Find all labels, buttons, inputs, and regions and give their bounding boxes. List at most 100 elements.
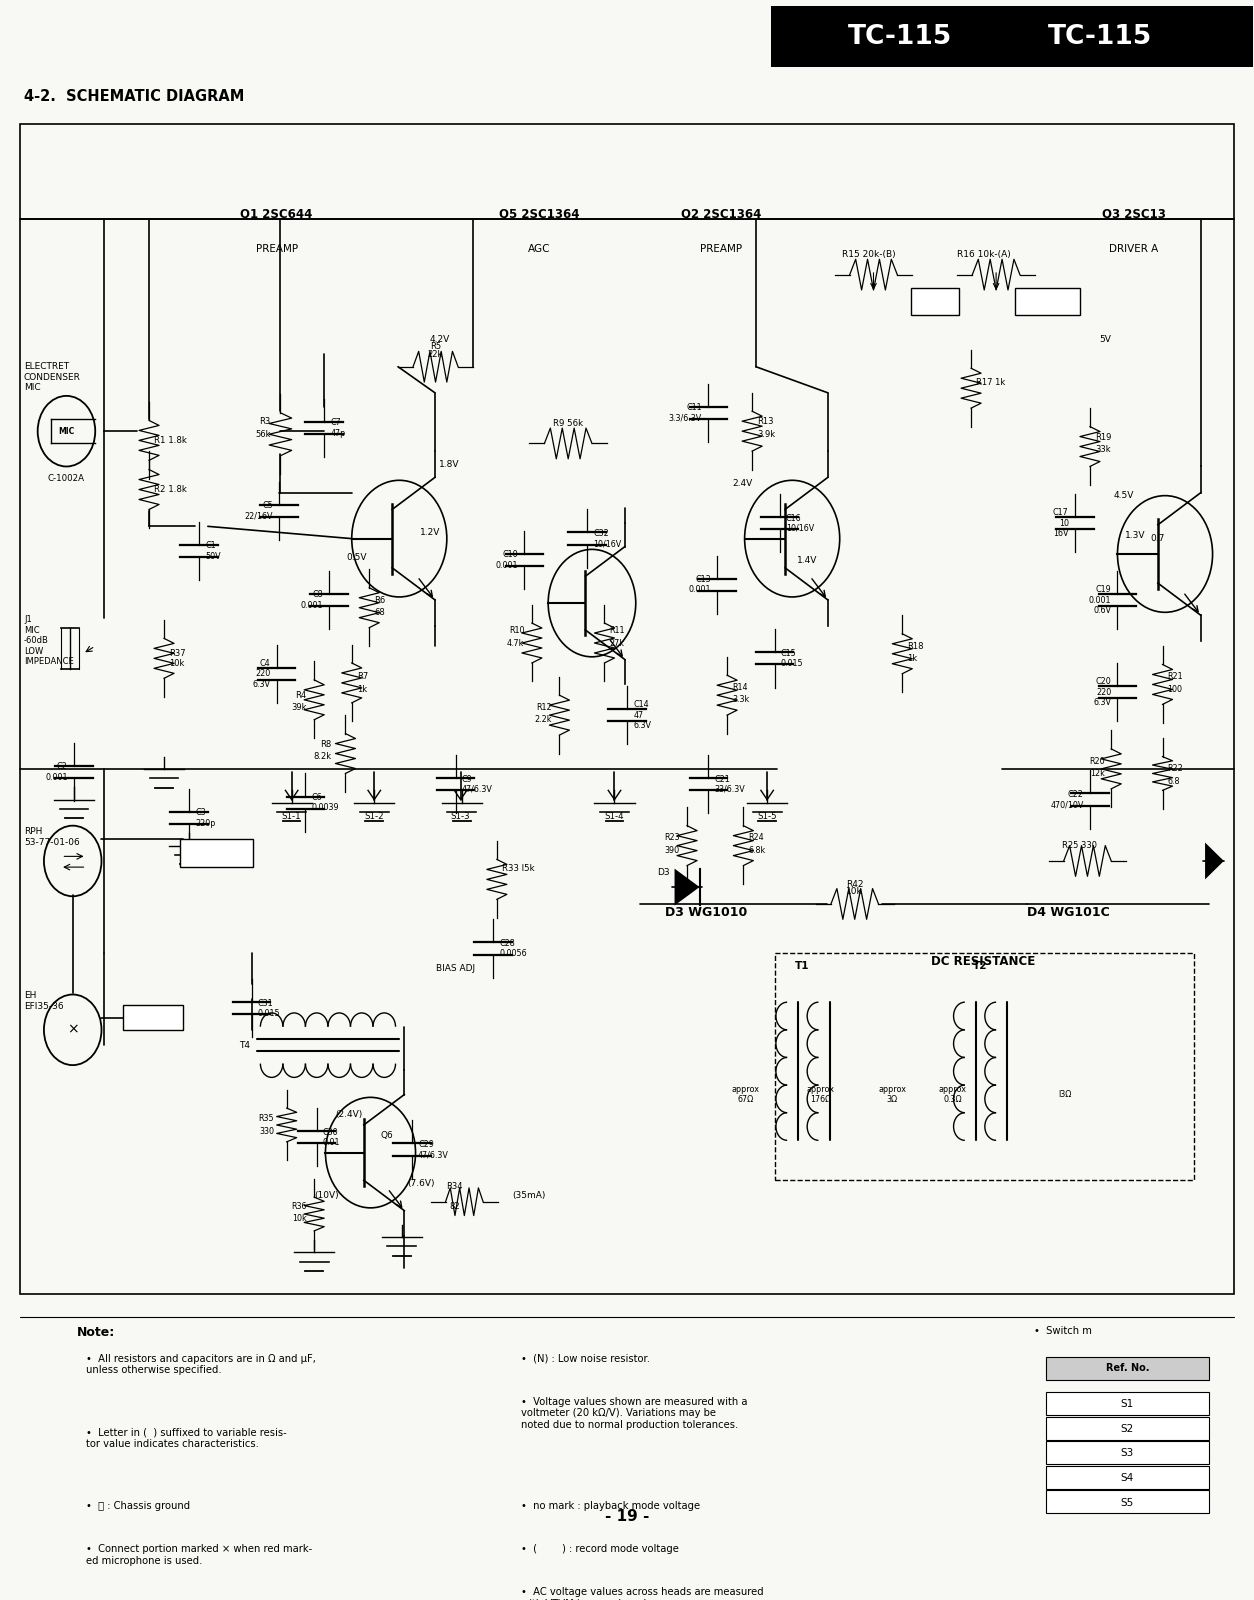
Text: R17 1k: R17 1k [976,378,1006,387]
Text: approx
0.3Ω: approx 0.3Ω [938,1085,967,1104]
Text: D4 WG101C: D4 WG101C [1027,906,1110,920]
Polygon shape [675,869,700,906]
Text: R37
10k: R37 10k [169,648,186,669]
Text: C10
0.001: C10 0.001 [495,550,518,570]
Text: 3.9k: 3.9k [757,430,775,438]
Text: 2.2k: 2.2k [534,715,552,725]
Text: •  Switch m: • Switch m [1033,1326,1091,1336]
Text: Q1 2SC644: Q1 2SC644 [241,208,312,221]
Text: 68: 68 [374,608,385,618]
Text: 0.5V: 0.5V [346,552,367,562]
Text: •  睷 : Chassis ground: • 睷 : Chassis ground [87,1501,191,1510]
Text: R18: R18 [908,642,924,651]
Text: EH
EFI35-36: EH EFI35-36 [24,992,64,1011]
Text: 5V: 5V [1099,334,1111,344]
Text: C28
0.0056: C28 0.0056 [499,939,527,958]
Text: •  AC voltage values across heads are measured
with VTVM in record mode.: • AC voltage values across heads are mea… [520,1587,764,1600]
Text: •  no mark : playback mode voltage: • no mark : playback mode voltage [520,1501,700,1510]
Text: approx
3Ω: approx 3Ω [878,1085,907,1104]
Text: Q6: Q6 [380,1131,394,1141]
Text: R23: R23 [663,834,680,843]
Text: 10k: 10k [292,1214,307,1222]
Text: C8
0.001: C8 0.001 [301,590,324,610]
Text: C21
33/6.3V: C21 33/6.3V [715,774,745,794]
Text: BIAS ADJ: BIAS ADJ [436,963,475,973]
Text: S1-5: S1-5 [757,811,777,821]
Text: C1
50V: C1 50V [206,541,221,560]
Text: C19
0.001
0.6V: C19 0.001 0.6V [1088,586,1111,614]
Text: R36: R36 [291,1202,307,1211]
Text: R14: R14 [732,683,747,693]
Text: R15 20k-(B): R15 20k-(B) [843,250,895,259]
Text: (2.4V): (2.4V) [336,1110,362,1118]
Text: C14
47
6.3V: C14 47 6.3V [633,701,651,730]
Text: 8.2k: 8.2k [314,752,332,762]
Bar [1046,1466,1209,1488]
Text: 4.5V: 4.5V [1114,491,1134,501]
Text: R9 56k: R9 56k [553,419,583,429]
Text: R20: R20 [1090,757,1105,766]
Text: •  (N) : Low noise resistor.: • (N) : Low noise resistor. [520,1354,650,1363]
Text: PREAMP: PREAMP [256,243,297,254]
Text: 0.7: 0.7 [1150,534,1165,542]
Text: C16
10/16V: C16 10/16V [786,514,814,533]
Text: MIC: MIC [59,427,74,435]
Text: C31
0.015: C31 0.015 [258,998,281,1018]
Text: PREAMP: PREAMP [700,243,742,254]
Text: S3: S3 [1121,1448,1134,1459]
Text: I3Ω: I3Ω [1058,1090,1072,1099]
Text: Q2 2SC1364: Q2 2SC1364 [681,208,761,221]
Bar [1046,1442,1209,1464]
Text: C4
220
6.3V: C4 220 6.3V [252,659,271,688]
Text: 10k: 10k [846,888,863,896]
Text: R21: R21 [1167,672,1184,682]
Text: 27k: 27k [609,638,624,648]
Text: R35: R35 [258,1114,275,1123]
Text: 100: 100 [1167,685,1183,693]
Text: S1-1: S1-1 [282,811,301,821]
Text: •  (        ) : record mode voltage: • ( ) : record mode voltage [520,1544,678,1554]
Text: •  All resistors and capacitors are in Ω and μF,
unless otherwise specified.: • All resistors and capacitors are in Ω … [87,1354,316,1376]
Text: C32
10/16V: C32 10/16V [593,530,622,549]
Text: 1.8V: 1.8V [439,461,459,469]
Text: R7: R7 [356,672,367,682]
Text: R16 10k-(A): R16 10k-(A) [957,250,1011,259]
Text: (7.6V): (7.6V) [406,1179,434,1187]
Text: 22k: 22k [428,350,443,358]
Text: R25 330: R25 330 [1062,842,1097,850]
Text: 1.2V: 1.2V [420,528,440,538]
Text: AGC: AGC [528,243,551,254]
Text: C3
220p: C3 220p [196,808,216,827]
Text: 9.8VAC: 9.8VAC [201,848,233,858]
Text: D3: D3 [657,867,670,877]
Bar [1014,288,1080,315]
Text: J1
MIC
-60dB
LOW
IMPEDANCE: J1 MIC -60dB LOW IMPEDANCE [24,616,74,666]
Text: C22
470/10V: C22 470/10V [1051,790,1083,810]
Text: R19: R19 [1095,434,1111,442]
Bar [1046,1392,1209,1414]
Text: C7
47p: C7 47p [331,419,346,438]
Text: C29
47/6.3V: C29 47/6.3V [418,1139,449,1160]
Text: ×: × [66,1022,79,1037]
Text: 2.4V: 2.4V [732,478,752,488]
Text: D3 WG1010: D3 WG1010 [665,906,747,920]
Text: 6.8k: 6.8k [749,846,766,854]
Bar [181,840,253,867]
Text: 56k: 56k [255,430,271,438]
Bar [1046,1357,1209,1379]
Text: 330: 330 [260,1126,275,1136]
Bar [1046,1416,1209,1440]
Text: R33 l5k: R33 l5k [502,864,534,874]
Text: C9
47/6.3V: C9 47/6.3V [461,774,493,794]
Text: 1k: 1k [356,685,367,693]
Text: VOLUME: VOLUME [1028,298,1066,307]
Bar [123,1005,183,1030]
Text: R22: R22 [1167,765,1184,773]
Text: S1-3: S1-3 [450,811,470,821]
Text: TC-115: TC-115 [848,24,952,50]
Bar [771,6,1253,67]
Text: R10: R10 [509,626,524,635]
Text: R4: R4 [296,691,307,699]
Text: R8: R8 [321,739,332,749]
Text: C5
22/16V: C5 22/16V [245,501,273,520]
